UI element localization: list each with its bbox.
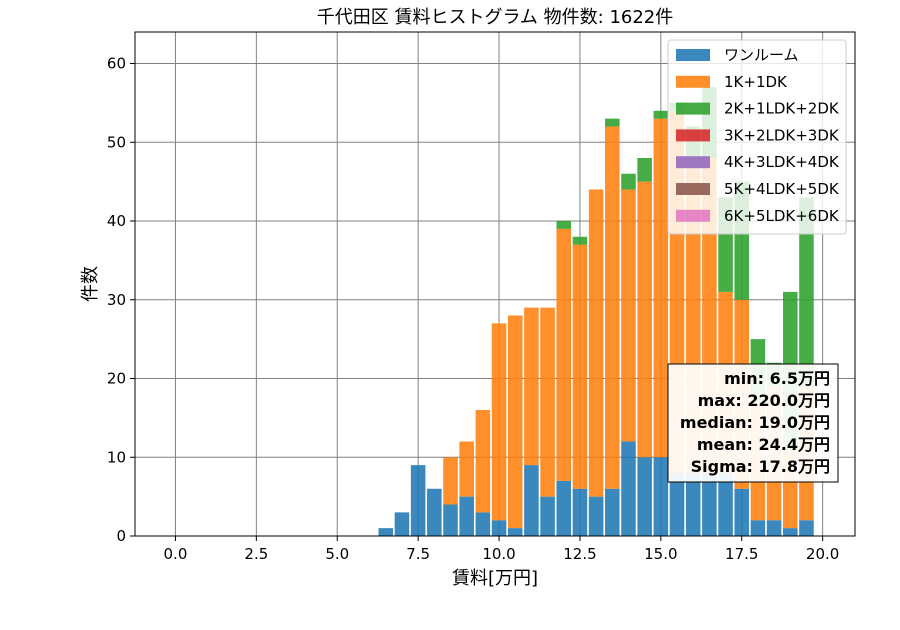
x-tick-label: 20.0 bbox=[806, 545, 839, 563]
stats-box-frame bbox=[667, 363, 839, 483]
bar-segment-series-1 bbox=[507, 315, 523, 529]
legend-swatch bbox=[676, 129, 710, 142]
plot-area-frame bbox=[134, 31, 856, 537]
x-tick-label: 7.5 bbox=[406, 545, 430, 563]
bar-segment-series-1 bbox=[605, 126, 620, 489]
bar-segment-series-0 bbox=[507, 528, 523, 536]
x-tick-label: 2.5 bbox=[244, 545, 268, 563]
legend-label: 3K+2LDK+3DK bbox=[724, 126, 840, 144]
bar-segment-series-0 bbox=[637, 457, 652, 536]
stats-max: max: 220.0万円 bbox=[698, 391, 830, 410]
bar-segment-series-0 bbox=[702, 473, 717, 536]
x-tick-label: 5.0 bbox=[325, 545, 349, 563]
bar-segment-series-1 bbox=[572, 244, 588, 489]
bar-segment-series-0 bbox=[540, 496, 555, 536]
y-tick-label: 50 bbox=[107, 133, 126, 151]
stats-sigma: Sigma: 17.8万円 bbox=[691, 457, 830, 476]
legend-label: 5K+4LDK+5DK bbox=[724, 180, 840, 198]
bar-segment-series-0 bbox=[799, 520, 814, 536]
x-tick-label: 12.5 bbox=[563, 545, 596, 563]
legend-swatch bbox=[676, 102, 710, 115]
bar-segment-series-0 bbox=[427, 488, 442, 536]
bar-segment-series-2 bbox=[799, 197, 814, 387]
y-tick-label: 10 bbox=[107, 448, 126, 466]
bar-segment-series-1 bbox=[540, 307, 555, 497]
bar-segment-series-0 bbox=[556, 480, 572, 536]
legend-label: ワンルーム bbox=[724, 46, 799, 64]
bar-segment-series-2 bbox=[621, 173, 636, 190]
bar-segment-series-0 bbox=[588, 496, 604, 536]
bar-segment-series-1 bbox=[491, 323, 507, 521]
bar-segment-series-0 bbox=[783, 528, 798, 536]
bar-segment-series-0 bbox=[621, 441, 636, 536]
x-tick-label: 15.0 bbox=[644, 545, 677, 563]
legend-swatch bbox=[676, 209, 710, 222]
bar-segment-series-1 bbox=[475, 410, 491, 513]
x-tick-label: 10.0 bbox=[482, 545, 515, 563]
x-axis-ticks: 0.0 2.5 5.0 7.5 10.0 12.5 15.0 17.5 20.0 bbox=[164, 536, 839, 563]
stats-median: median: 19.0万円 bbox=[680, 413, 830, 432]
bar-segment-series-0 bbox=[766, 520, 782, 536]
x-axis-label: 賃料[万円] bbox=[452, 568, 538, 589]
legend-label: 4K+3LDK+4DK bbox=[724, 153, 840, 171]
stats-min: min: 6.5万円 bbox=[724, 369, 830, 388]
legend-swatch bbox=[676, 183, 710, 195]
y-tick-label: 20 bbox=[107, 370, 126, 388]
bar-segment-series-0 bbox=[750, 520, 766, 536]
legend-swatch bbox=[676, 75, 710, 88]
bar-segment-series-0 bbox=[443, 504, 458, 536]
bar-segment-series-0 bbox=[459, 496, 474, 536]
y-tick-label: 0 bbox=[116, 527, 126, 545]
legend-swatch bbox=[676, 156, 710, 169]
bar-segment-series-0 bbox=[685, 473, 701, 536]
bar-segment-series-0 bbox=[734, 488, 750, 536]
bar-segment-series-2 bbox=[556, 221, 572, 229]
legend: ワンルーム 1K+1DK 2K+1LDK+2DK 3K+2LDK+3DK 4K+3LDK… bbox=[667, 39, 847, 235]
y-tick-label: 40 bbox=[107, 212, 126, 230]
bar-segment-series-1 bbox=[637, 181, 652, 458]
bar-segment-series-0 bbox=[572, 488, 588, 536]
bar-segment-series-0 bbox=[669, 473, 685, 536]
bar-segment-series-1 bbox=[588, 189, 604, 497]
bar-segment-series-0 bbox=[475, 512, 491, 536]
bar-segment-series-2 bbox=[605, 118, 620, 127]
legend-label: 2K+1LDK+2DK bbox=[724, 100, 840, 118]
legend-box bbox=[667, 39, 847, 235]
bar-segment-series-0 bbox=[491, 520, 507, 536]
bar-segment-series-1 bbox=[653, 118, 669, 458]
bar-segment-series-0 bbox=[378, 528, 394, 536]
bar-segment-series-0 bbox=[718, 473, 733, 536]
bar-segment-series-0 bbox=[653, 457, 669, 536]
legend-swatch bbox=[676, 49, 710, 61]
chart-title: 千代田区 賃料ヒストグラム 物件数: 1622件 bbox=[317, 7, 674, 28]
x-tick-label: 0.0 bbox=[164, 545, 188, 563]
bar-segment-series-1 bbox=[556, 228, 572, 481]
bar-segment-series-2 bbox=[653, 110, 669, 119]
bar-segment-series-2 bbox=[572, 236, 588, 245]
bar-segment-series-0 bbox=[394, 512, 410, 536]
bar-segment-series-0 bbox=[410, 465, 426, 536]
y-tick-label: 30 bbox=[107, 291, 126, 309]
bar-segment-series-0 bbox=[605, 488, 620, 536]
y-tick-label: 60 bbox=[107, 55, 126, 73]
bar-segment-series-0 bbox=[524, 465, 539, 536]
y-axis-ticks: 0 10 20 30 40 50 60 bbox=[107, 55, 135, 545]
stats-mean: mean: 24.4万円 bbox=[697, 435, 830, 454]
y-axis-label: 件数 bbox=[80, 266, 101, 302]
bar-segment-series-1 bbox=[459, 441, 474, 497]
bar-segment-series-1 bbox=[524, 307, 539, 466]
bar-segment-series-2 bbox=[637, 158, 652, 182]
legend-items: ワンルーム 1K+1DK 2K+1LDK+2DK 3K+2LDK+3DK 4K+3LDK… bbox=[676, 46, 840, 225]
stats-box: min: 6.5万円 max: 220.0万円 median: 19.0万円 m… bbox=[667, 363, 839, 483]
legend-label: 6K+5LDK+6DK bbox=[724, 207, 840, 225]
x-tick-label: 17.5 bbox=[725, 545, 758, 563]
bar-segment-series-1 bbox=[443, 457, 458, 505]
bar-segment-series-1 bbox=[621, 189, 636, 442]
legend-label: 1K+1DK bbox=[724, 73, 788, 91]
